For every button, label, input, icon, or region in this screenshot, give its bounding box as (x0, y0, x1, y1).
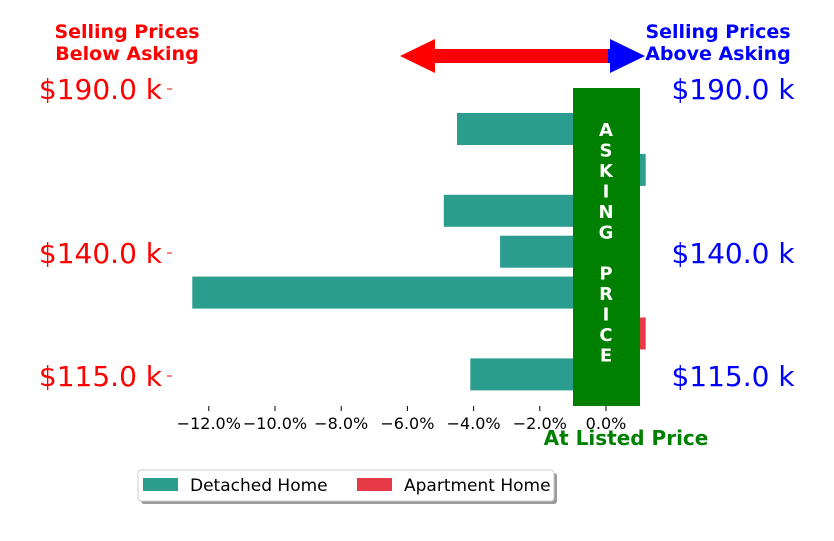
x-tick-label-3: −6.0% (380, 414, 434, 433)
band-letter-2: K (599, 161, 614, 182)
header-right-line-1: Selling Prices (645, 21, 790, 43)
legend-label-detached: Detached Home (190, 476, 328, 496)
y-left-label-115: $115.0 k (39, 360, 163, 393)
arrow-head-right (610, 39, 645, 73)
legend-swatch-detached (143, 478, 178, 491)
x-tick-label-0: −12.0% (177, 414, 241, 433)
x-tick-label-6: 0.0% (586, 414, 627, 433)
y-right-label-140: $140.0 k (671, 237, 795, 270)
asking-price-band (573, 88, 640, 406)
legend-label-apartment: Apartment Home (404, 476, 551, 496)
header-left-line-1: Selling Prices (54, 21, 199, 43)
band-letter-7: P (599, 264, 612, 285)
band-letter-8: R (599, 284, 613, 305)
band-letter-9: I (603, 305, 610, 326)
at-listed-price-label: At Listed Price (544, 426, 709, 450)
band-letter-3: I (603, 182, 610, 203)
legend-box (137, 469, 555, 502)
arrow-head-left (400, 39, 435, 73)
band-letter-10: C (599, 325, 612, 346)
x-tick-label-5: −2.0% (513, 414, 567, 433)
header-left-line-2: Below Asking (55, 43, 198, 65)
band-letter-5: G (599, 223, 614, 244)
x-tick-label-4: −4.0% (447, 414, 501, 433)
band-letter-4: N (598, 202, 613, 223)
y-right-label-115: $115.0 k (671, 360, 795, 393)
bar-detached-4 (192, 276, 607, 309)
legend-swatch-apartment (357, 478, 392, 491)
band-letter-1: S (600, 141, 613, 162)
x-tick-label-1: −10.0% (243, 414, 307, 433)
x-axis: −12.0% −10.0% −8.0% −6.0% −4.0% −2.0% 0.0% (177, 406, 627, 433)
legend[interactable]: Detached Home Apartment Home (137, 469, 557, 504)
y-right-label-190: $190.0 k (671, 73, 795, 106)
band-letter-11: E (600, 346, 612, 367)
arrow-shaft-left (432, 49, 612, 63)
y-left-label-190: $190.0 k (39, 73, 163, 106)
y-left-label-140: $140.0 k (39, 237, 163, 270)
x-tick-label-2: −8.0% (314, 414, 368, 433)
header-right-line-2: Above Asking (645, 43, 791, 65)
band-letter-0: A (599, 120, 613, 141)
